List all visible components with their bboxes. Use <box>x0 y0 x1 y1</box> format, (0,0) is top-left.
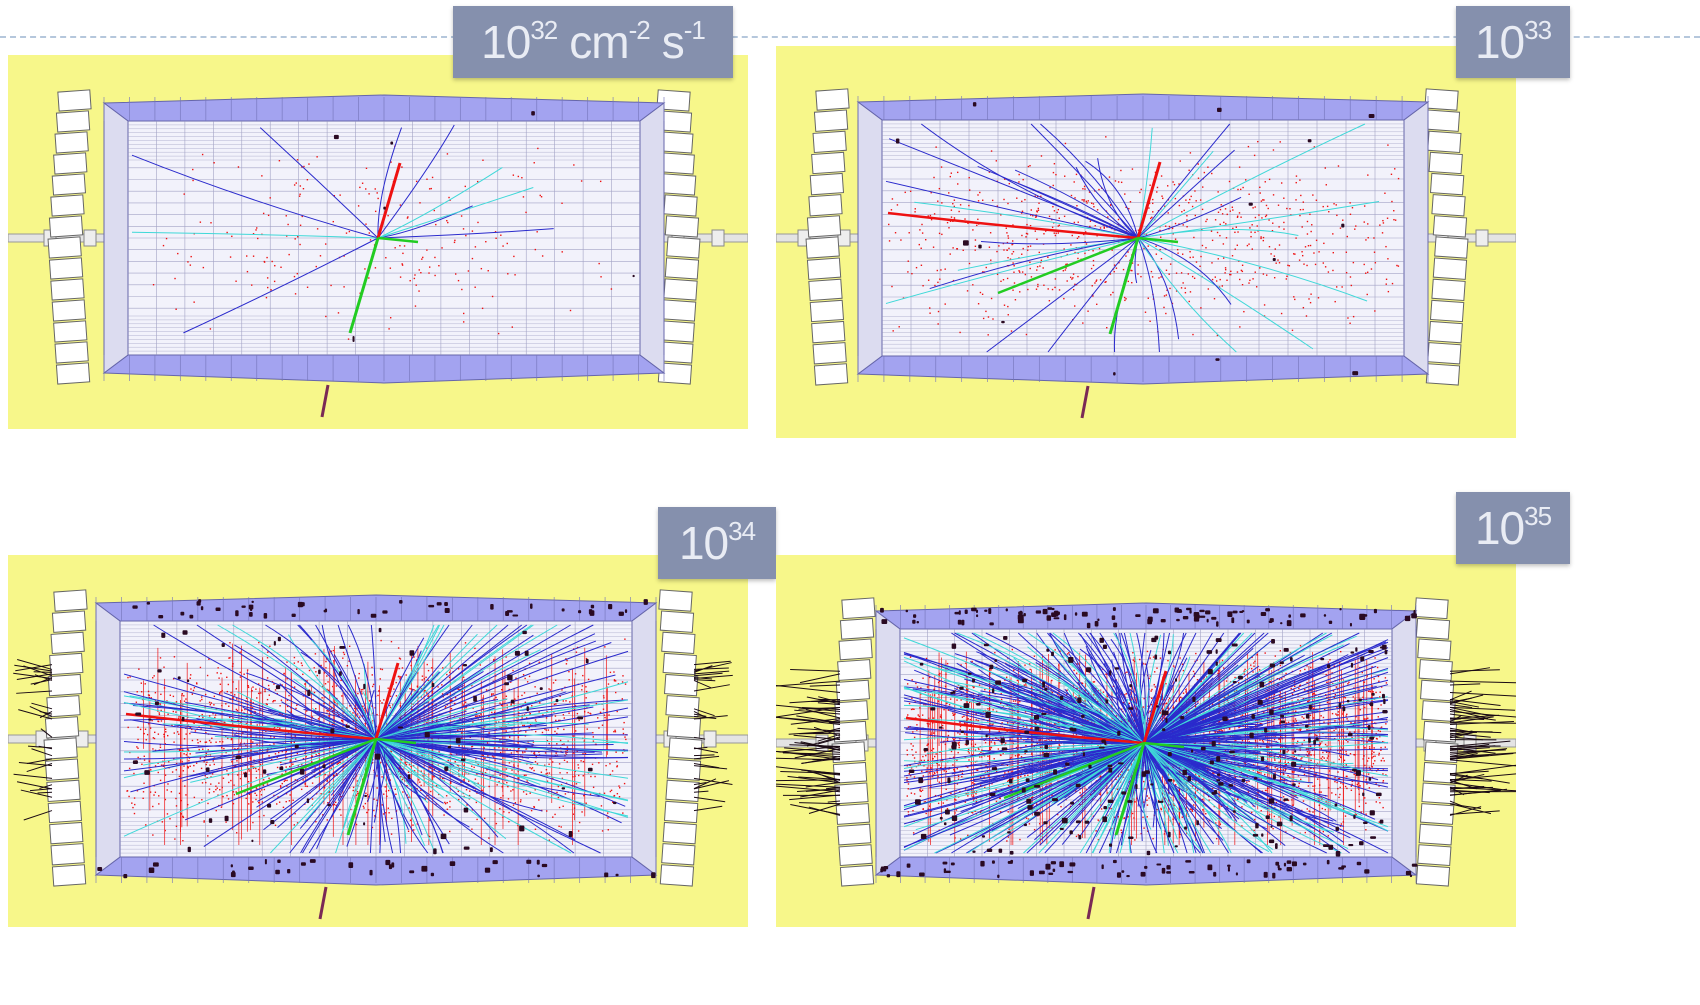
luminosity-label-4: 10 35 <box>1456 492 1570 564</box>
event-display-panel-3 <box>8 555 748 927</box>
particle-tracks <box>131 124 554 334</box>
event-display-panel-2 <box>776 46 1516 438</box>
particle-tracks <box>123 624 629 854</box>
dashed-divider <box>0 36 1700 38</box>
label-base: 10 <box>1474 16 1525 68</box>
endcap-calorimeters <box>805 88 1469 386</box>
calorimeter-clusters <box>333 111 635 342</box>
label-exponent: 33 <box>1524 14 1552 45</box>
label-unit-cm-exponent: -2 <box>628 14 651 45</box>
event-display-svg <box>776 555 1516 927</box>
event-display-svg <box>8 555 748 927</box>
luminosity-label-3: 10 34 <box>658 507 776 579</box>
event-display-panel-4 <box>776 555 1516 927</box>
label-base: 10 <box>678 517 729 569</box>
muon-stub <box>318 886 328 920</box>
luminosity-label-1: 10 32 cm -2 s -1 <box>453 6 733 78</box>
label-exponent: 35 <box>1524 500 1552 531</box>
calorimeter-clusters <box>97 599 656 879</box>
label-base: 10 <box>481 16 531 68</box>
forward-energy-deposits <box>13 659 733 821</box>
muon-stub <box>320 384 330 418</box>
label-unit-s: s <box>661 16 685 68</box>
label-unit-cm: cm <box>569 16 629 68</box>
calorimeter-clusters <box>895 102 1375 376</box>
luminosity-label-2: 10 33 <box>1456 6 1570 78</box>
event-display-panel-1 <box>8 55 748 429</box>
endcap-calorimeters <box>43 589 703 887</box>
endcap-calorimeters <box>831 597 1459 887</box>
muon-stub <box>1080 385 1090 419</box>
label-exponent: 32 <box>530 14 558 45</box>
label-exponent: 34 <box>728 515 756 546</box>
forward-energy-deposits <box>776 667 1516 816</box>
event-display-svg <box>776 46 1516 438</box>
label-unit-s-exponent: -1 <box>683 14 706 45</box>
muon-stub <box>1086 886 1096 920</box>
endcap-calorimeters <box>47 89 701 385</box>
particle-tracks <box>903 632 1389 854</box>
event-display-svg <box>8 55 748 429</box>
calorimeter-clusters <box>880 607 1418 879</box>
label-base: 10 <box>1474 502 1525 554</box>
particle-tracks <box>885 123 1380 353</box>
